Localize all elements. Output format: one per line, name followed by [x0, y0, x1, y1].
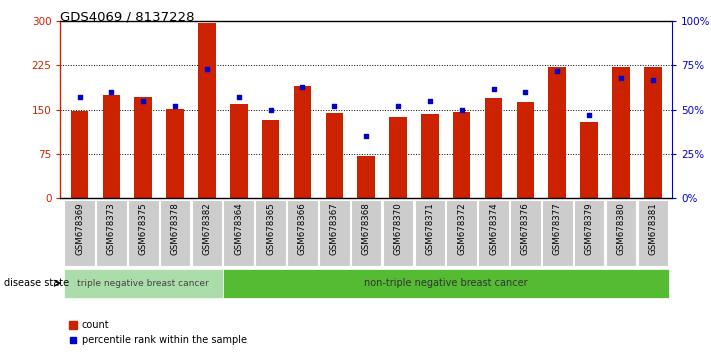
Bar: [134, 97, 152, 198]
Point: [201, 66, 213, 72]
Text: GSM678375: GSM678375: [139, 202, 148, 255]
Bar: [192, 200, 223, 266]
Point: [265, 107, 277, 113]
Point: [328, 103, 340, 109]
Bar: [485, 98, 502, 198]
Point: [392, 103, 404, 109]
Bar: [326, 113, 343, 198]
Bar: [612, 67, 630, 198]
Bar: [517, 102, 534, 198]
Bar: [198, 23, 215, 198]
Point: [137, 98, 149, 104]
Bar: [542, 200, 572, 266]
Point: [233, 95, 245, 100]
Bar: [638, 200, 668, 266]
Bar: [644, 67, 661, 198]
Bar: [421, 114, 439, 198]
Bar: [71, 111, 88, 198]
Text: GSM678380: GSM678380: [616, 202, 626, 255]
Text: triple negative breast cancer: triple negative breast cancer: [77, 279, 209, 288]
Bar: [453, 112, 471, 198]
Bar: [447, 200, 477, 266]
Point: [360, 133, 372, 139]
Text: GSM678376: GSM678376: [521, 202, 530, 255]
Text: GSM678369: GSM678369: [75, 202, 84, 255]
Bar: [548, 67, 566, 198]
Text: GSM678368: GSM678368: [362, 202, 370, 255]
Bar: [479, 200, 509, 266]
Text: GSM678367: GSM678367: [330, 202, 339, 255]
Text: GSM678377: GSM678377: [552, 202, 562, 255]
Text: GSM678365: GSM678365: [266, 202, 275, 255]
Point: [520, 89, 531, 95]
Legend: count, percentile rank within the sample: count, percentile rank within the sample: [65, 316, 251, 349]
Bar: [64, 200, 95, 266]
Point: [615, 75, 626, 81]
Text: GSM678372: GSM678372: [457, 202, 466, 255]
Text: GSM678370: GSM678370: [393, 202, 402, 255]
Point: [74, 95, 85, 100]
Bar: [160, 200, 191, 266]
Text: GSM678381: GSM678381: [648, 202, 657, 255]
Point: [424, 98, 436, 104]
Point: [584, 112, 595, 118]
Bar: [166, 109, 184, 198]
Point: [169, 103, 181, 109]
Point: [552, 68, 563, 74]
Text: GSM678366: GSM678366: [298, 202, 307, 255]
Bar: [415, 200, 445, 266]
Bar: [223, 269, 669, 297]
Point: [456, 107, 467, 113]
Bar: [606, 200, 636, 266]
Text: disease state: disease state: [4, 278, 69, 288]
Text: GSM678378: GSM678378: [171, 202, 180, 255]
Bar: [128, 200, 159, 266]
Bar: [389, 117, 407, 198]
Bar: [287, 200, 318, 266]
Bar: [351, 200, 382, 266]
Bar: [358, 156, 375, 198]
Bar: [574, 200, 604, 266]
Bar: [223, 200, 254, 266]
Text: GSM678382: GSM678382: [203, 202, 211, 255]
Bar: [102, 95, 120, 198]
Bar: [230, 104, 247, 198]
Text: GDS4069 / 8137228: GDS4069 / 8137228: [60, 11, 195, 24]
Text: GSM678373: GSM678373: [107, 202, 116, 255]
Text: GSM678374: GSM678374: [489, 202, 498, 255]
Point: [296, 84, 308, 90]
Bar: [96, 200, 127, 266]
Text: GSM678364: GSM678364: [235, 202, 243, 255]
Bar: [262, 120, 279, 198]
Text: non-triple negative breast cancer: non-triple negative breast cancer: [364, 278, 528, 288]
Bar: [510, 200, 540, 266]
Bar: [294, 86, 311, 198]
Bar: [319, 200, 350, 266]
Text: GSM678379: GSM678379: [584, 202, 594, 255]
Point: [647, 77, 658, 82]
Point: [106, 89, 117, 95]
Bar: [63, 269, 223, 297]
Point: [488, 86, 499, 91]
Bar: [580, 121, 598, 198]
Bar: [383, 200, 413, 266]
Bar: [255, 200, 286, 266]
Text: GSM678371: GSM678371: [425, 202, 434, 255]
